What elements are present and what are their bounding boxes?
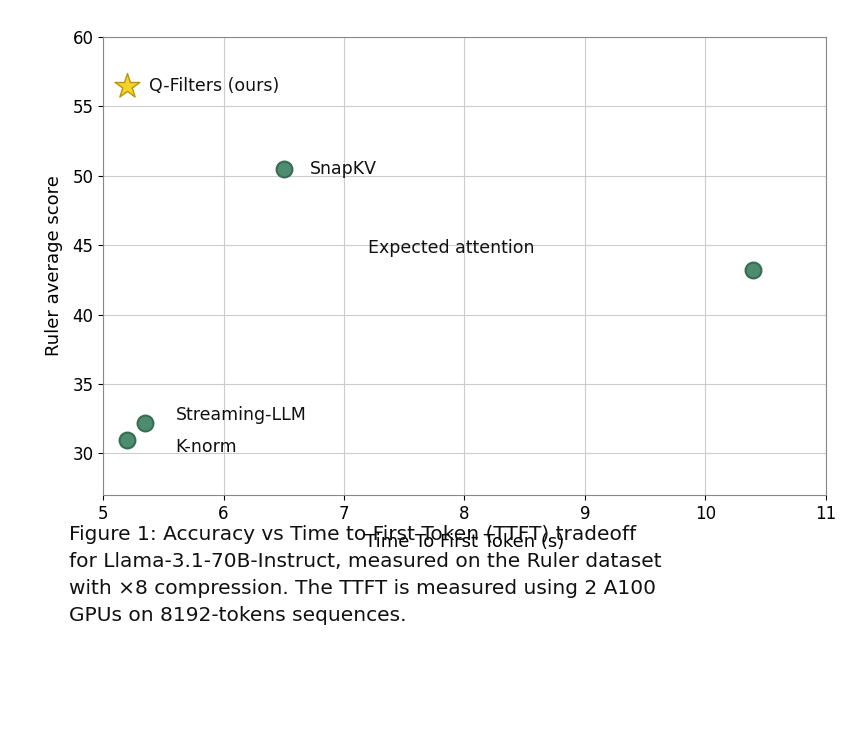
- Text: Expected attention: Expected attention: [368, 239, 535, 257]
- X-axis label: Time To First Token (s): Time To First Token (s): [365, 533, 564, 551]
- Text: SnapKV: SnapKV: [310, 160, 378, 178]
- Point: [746, 265, 760, 276]
- Text: Streaming-LLM: Streaming-LLM: [175, 406, 306, 423]
- Y-axis label: Ruler average score: Ruler average score: [45, 176, 63, 356]
- Point: [138, 417, 152, 429]
- Point: [277, 163, 291, 174]
- Text: Q-Filters (ours): Q-Filters (ours): [149, 77, 280, 95]
- Text: K-norm: K-norm: [175, 437, 237, 455]
- Point: [120, 80, 134, 92]
- Point: [120, 434, 134, 446]
- Text: Figure 1: Accuracy vs Time to First Token (TTFT) tradeoff
for Llama-3.1-70B-Inst: Figure 1: Accuracy vs Time to First Toke…: [69, 525, 661, 625]
